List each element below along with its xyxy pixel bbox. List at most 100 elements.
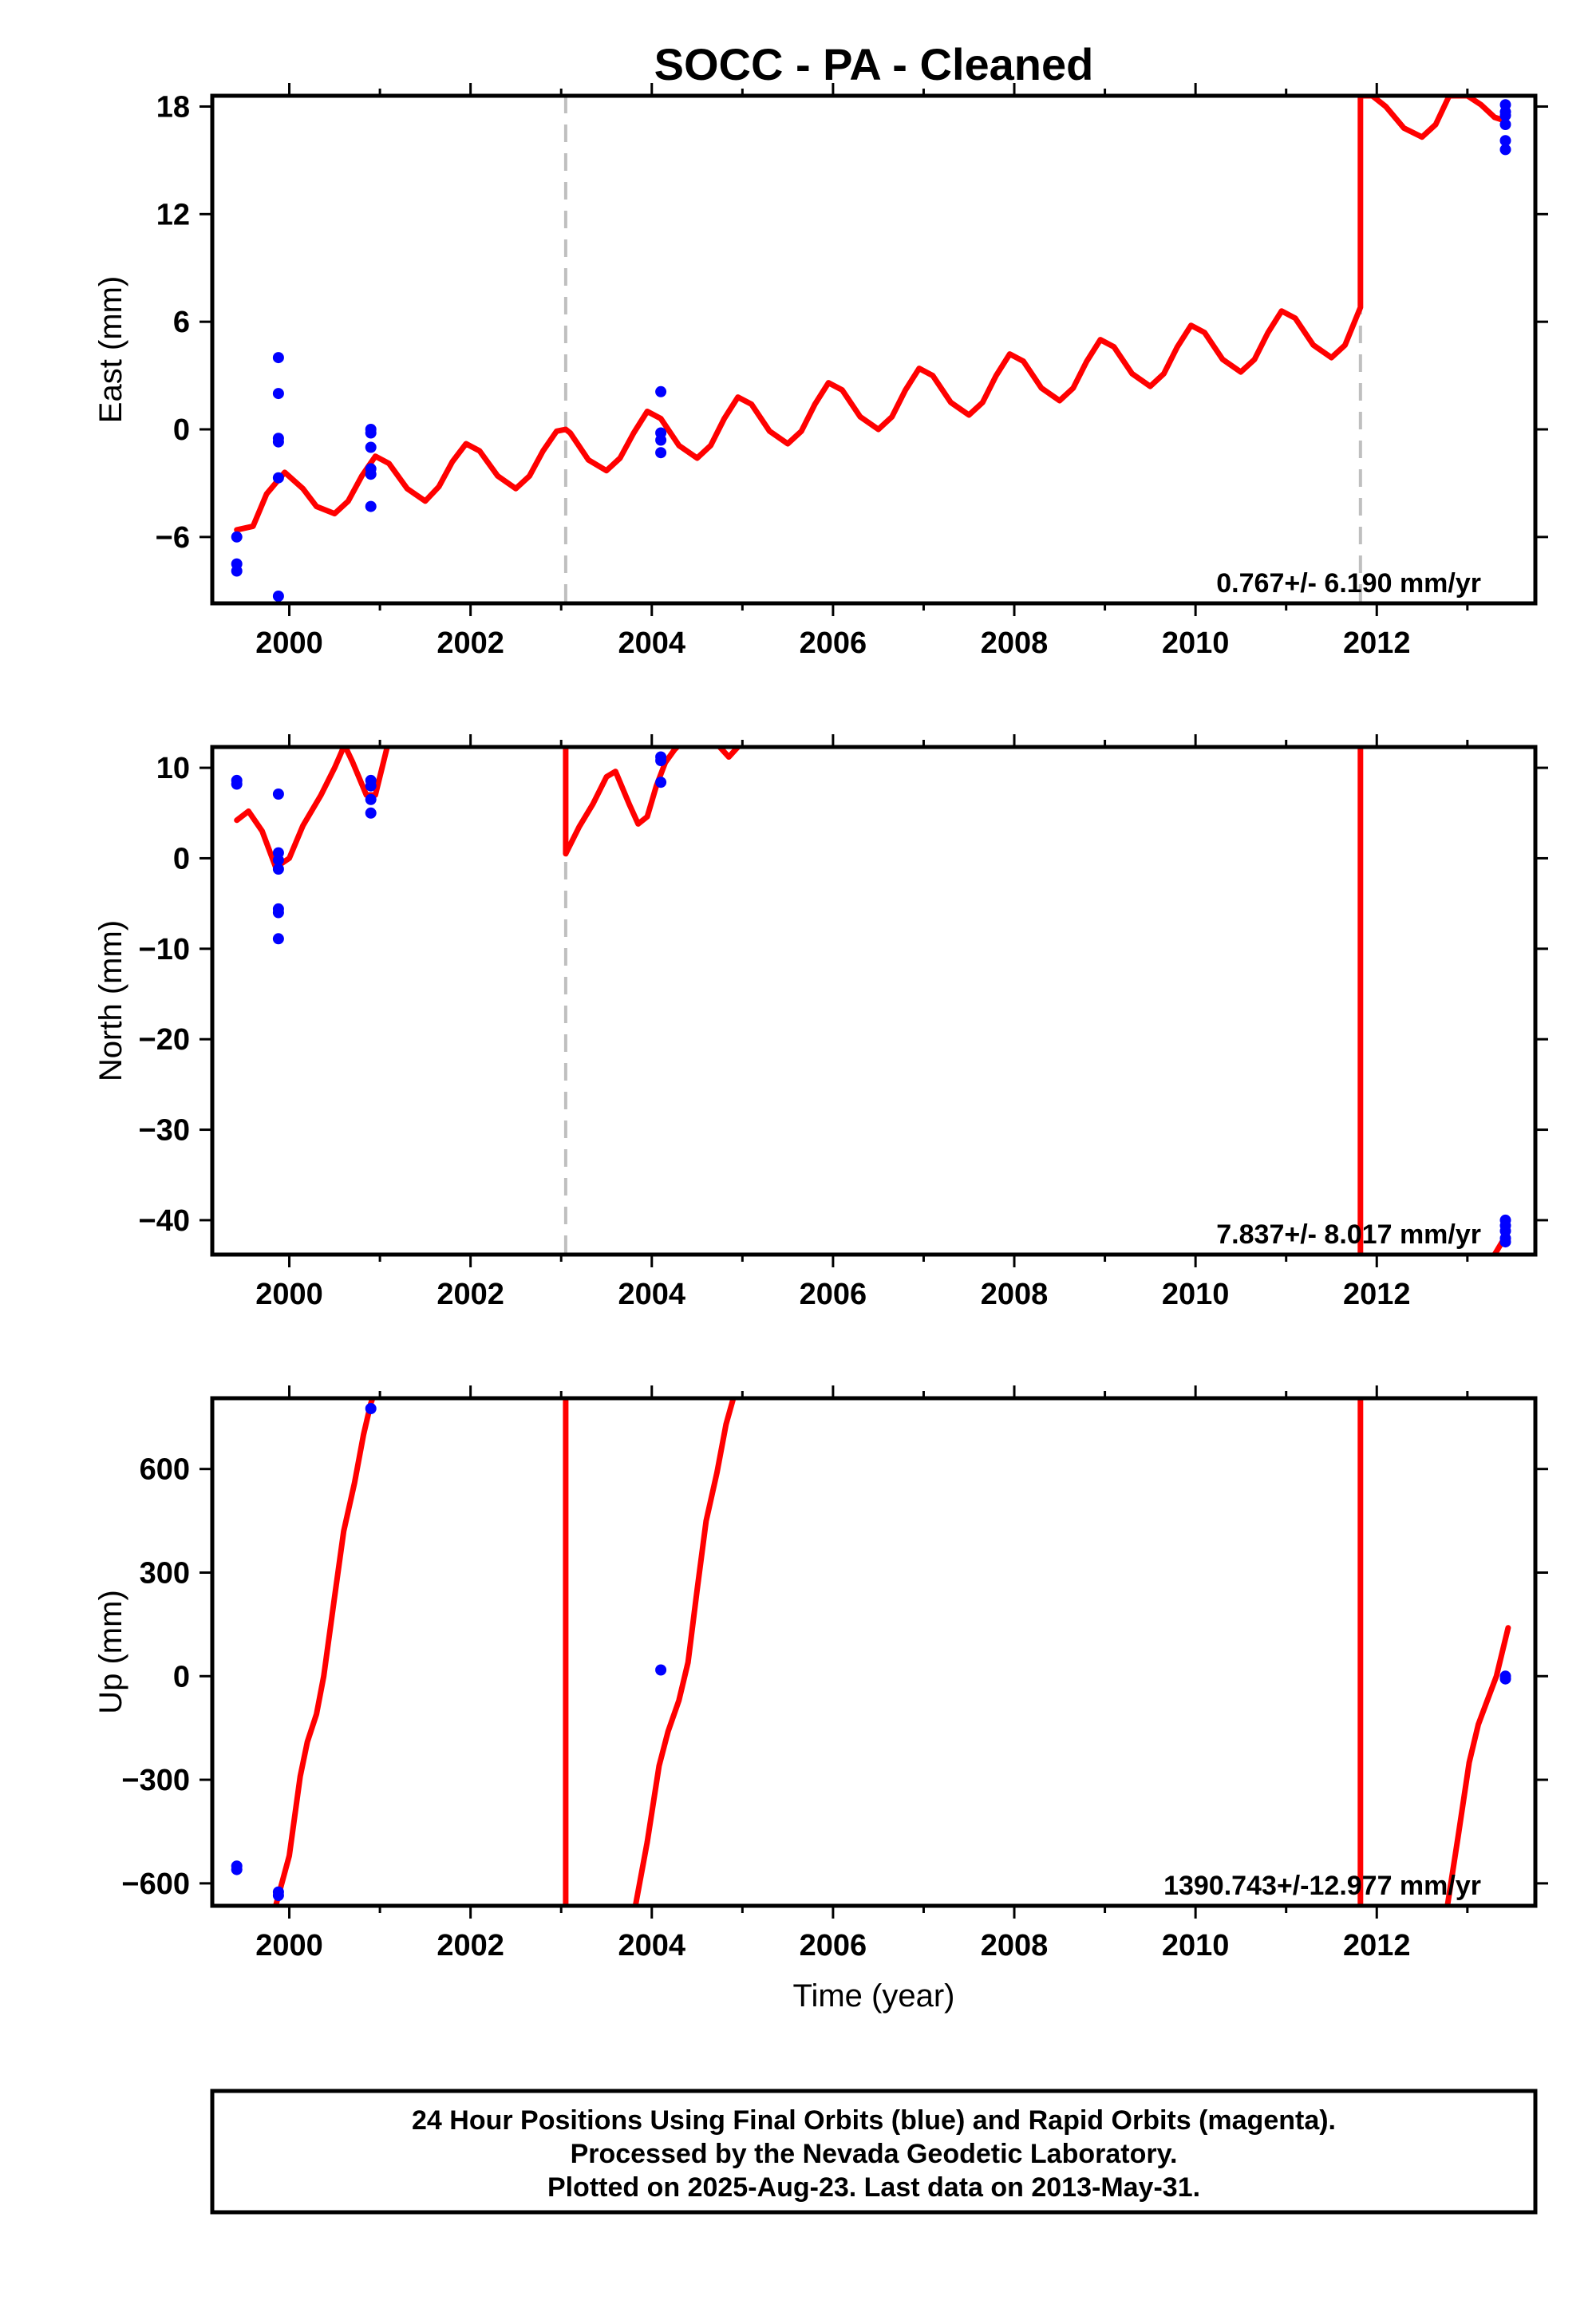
up-frame (210, 1396, 1538, 1908)
north-x-tick-label: 2002 (437, 1278, 504, 1311)
east-panel: 2000 2002 2004 2006 2008 2010 2012 −6 0 6 12 18 East… (93, 83, 1548, 660)
north-frame (210, 745, 1538, 1257)
north-model-line (234, 747, 347, 871)
east-data-point (272, 352, 284, 364)
east-data-point (655, 447, 667, 459)
north-y-tick-label: −10 (139, 933, 190, 966)
north-data-point (365, 793, 377, 805)
footer-line-1: 24 Hour Positions Using Final Orbits (bl… (412, 2105, 1336, 2136)
east-x-tick-label: 2002 (437, 626, 504, 660)
north-panel: 2000 2002 2004 2006 2008 2010 2012 −40 −30 −20 −10… (93, 734, 1548, 1311)
up-x-tick-label: 2000 (255, 1929, 323, 1962)
east-data-point (365, 468, 377, 480)
north-data-point (655, 777, 667, 788)
up-data-point (655, 1664, 667, 1676)
up-x-tick-label: 2004 (618, 1929, 686, 1962)
east-frame (210, 93, 1538, 606)
east-data-point (1499, 109, 1511, 121)
up-y-tick-label: 0 (173, 1660, 190, 1694)
north-x-tick-label: 2008 (981, 1278, 1049, 1311)
up-x-tick-label: 2008 (981, 1929, 1049, 1962)
north-y-axis-label: North (mm) (93, 920, 128, 1081)
up-panel: 2000 2002 2004 2006 2008 2010 2012 −600 −300 0 300… (93, 1385, 1548, 2014)
footer-border (210, 2089, 1538, 2215)
east-data-point (365, 500, 377, 512)
east-y-tick-label: 12 (156, 198, 190, 231)
north-data-point (655, 755, 667, 766)
north-data-point (272, 907, 284, 919)
east-data-point (655, 434, 667, 446)
north-data-point (365, 780, 377, 792)
footer-line-3: Plotted on 2025-Aug-23. Last data on 201… (547, 2172, 1200, 2203)
up-data-point (1499, 1673, 1511, 1685)
north-plot-area (231, 747, 1511, 1255)
north-x-tick-label: 2012 (1343, 1278, 1411, 1311)
footer-line-2: Processed by the Nevada Geodetic Laborat… (571, 2139, 1178, 2169)
east-data-point (655, 385, 667, 397)
up-y-tick-label: −300 (121, 1764, 190, 1797)
east-x-tick-label: 2010 (1162, 626, 1230, 660)
east-data-point (272, 388, 284, 400)
up-y-tick-label: −600 (121, 1867, 190, 1901)
north-x-tick-label: 2006 (800, 1278, 867, 1311)
east-data-point (365, 441, 377, 453)
up-y-tick-label: 300 (140, 1556, 190, 1590)
up-rate-label: 1390.743+/-12.977 mm/yr (1163, 1871, 1481, 1901)
north-x-tick-label: 2004 (618, 1278, 686, 1311)
up-y-axis-label: Up (mm) (93, 1590, 128, 1714)
north-x-tick-label: 2000 (255, 1278, 323, 1311)
up-x-axis-label: Time (year) (793, 1978, 955, 2014)
up-data-point (231, 1863, 243, 1875)
east-y-tick-label: 18 (156, 90, 190, 124)
east-data-point (1499, 135, 1511, 147)
east-data-point (231, 531, 243, 543)
east-data-point (365, 427, 377, 439)
north-data-point (272, 864, 284, 875)
up-data-point (272, 1890, 284, 1901)
north-y-tick-label: −20 (139, 1023, 190, 1057)
east-rate-label: 0.767+/- 6.190 mm/yr (1216, 568, 1481, 599)
figure-title: SOCC - PA - Cleaned (654, 39, 1094, 89)
up-data-point (365, 1403, 377, 1414)
east-data-point (1499, 119, 1511, 130)
east-x-tick-label: 2004 (618, 626, 686, 660)
east-data-point (272, 436, 284, 448)
up-y-tick-label: 600 (140, 1453, 190, 1487)
up-x-tick-label: 2010 (1162, 1929, 1230, 1962)
north-data-point (272, 933, 284, 945)
up-plot-area (231, 1398, 1511, 1906)
up-model-line (1444, 1625, 1511, 1906)
east-plot-area (231, 96, 1511, 603)
up-x-tick-label: 2006 (800, 1929, 867, 1962)
east-y-tick-label: −6 (156, 521, 190, 555)
north-data-point (365, 807, 377, 819)
north-y-tick-label: 10 (156, 752, 190, 785)
east-data-point (231, 565, 243, 577)
north-y-tick-label: −30 (139, 1114, 190, 1148)
north-model-line (342, 747, 390, 798)
east-data-point (272, 472, 284, 484)
north-data-point (231, 778, 243, 790)
up-model-line (632, 1398, 737, 1906)
east-data-point (1499, 144, 1511, 156)
east-model-line (234, 96, 1508, 533)
up-model-line (273, 1398, 376, 1906)
north-rate-label: 7.837+/- 8.017 mm/yr (1216, 1219, 1481, 1250)
east-x-tick-label: 2008 (981, 626, 1049, 660)
east-x-tick-label: 2012 (1343, 626, 1411, 660)
north-data-point (272, 788, 284, 800)
north-data-point (272, 854, 284, 866)
east-y-axis-label: East (mm) (93, 276, 128, 423)
north-y-tick-label: 0 (173, 842, 190, 875)
north-x-tick-label: 2010 (1162, 1278, 1230, 1311)
up-x-tick-label: 2012 (1343, 1929, 1411, 1962)
north-data-point (1499, 1236, 1511, 1248)
footer-box: 24 Hour Positions Using Final Orbits (bl… (210, 2089, 1538, 2215)
east-x-tick-label: 2006 (800, 626, 867, 660)
east-y-tick-label: 6 (173, 306, 190, 339)
east-x-tick-label: 2000 (255, 626, 323, 660)
east-data-point (272, 591, 284, 602)
north-model-line (717, 747, 741, 760)
north-y-tick-label: −40 (139, 1204, 190, 1238)
